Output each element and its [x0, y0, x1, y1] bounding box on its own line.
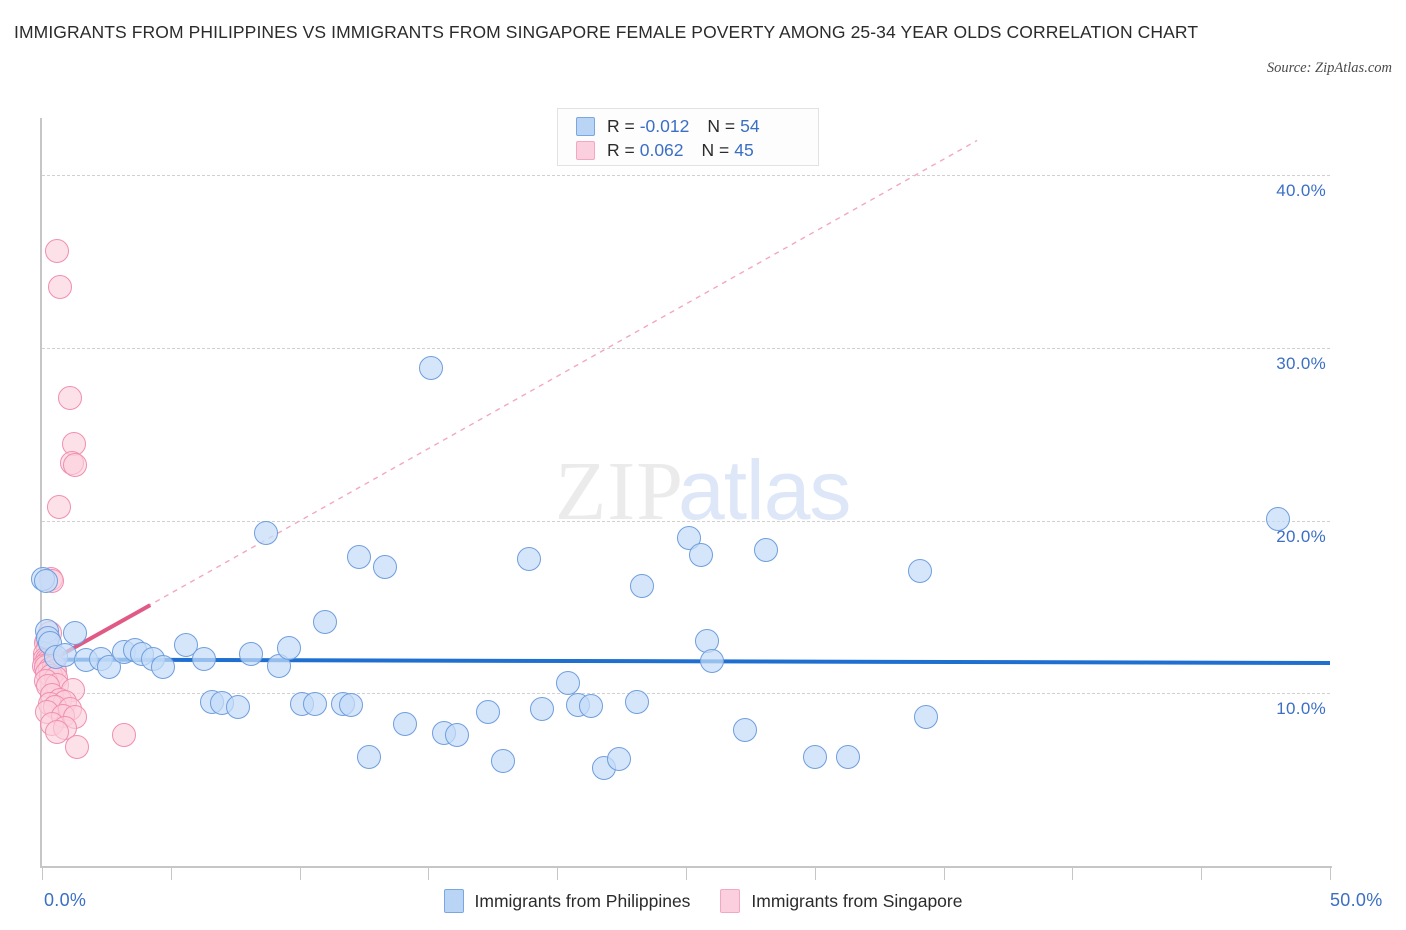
y-axis-label-30: 30.0% — [1276, 353, 1326, 373]
gridline-40 — [42, 175, 1330, 176]
series-legend-item-singapore[interactable]: Immigrants from Singapore — [720, 889, 962, 913]
data-point-philippines-52[interactable] — [733, 717, 758, 742]
data-point-philippines-32[interactable] — [372, 555, 397, 580]
n-label-singapore: N = — [701, 139, 730, 160]
series-legend-item-philippines[interactable]: Immigrants from Philippines — [443, 889, 691, 913]
gridline-10 — [42, 693, 1330, 695]
data-point-philippines-56[interactable] — [908, 558, 933, 583]
data-point-philippines-34[interactable] — [418, 356, 443, 381]
data-point-philippines-41[interactable] — [555, 670, 580, 695]
correlation-stats-legend: R = -0.012 N = 54 R = 0.062 N = 45 — [557, 108, 819, 166]
gridline-30 — [42, 347, 1330, 349]
x-tick-15 — [428, 866, 430, 880]
data-point-philippines-46[interactable] — [625, 689, 650, 714]
data-point-philippines-33[interactable] — [393, 712, 418, 737]
x-axis-max-label: 50.0% — [1330, 890, 1383, 910]
page-title: IMMIGRANTS FROM PHILIPPINES VS IMMIGRANT… — [14, 22, 1199, 42]
data-point-philippines-57[interactable] — [913, 705, 938, 730]
x-tick-25 — [686, 866, 687, 880]
data-point-philippines-24[interactable] — [277, 636, 302, 661]
data-point-philippines-10[interactable] — [96, 655, 121, 680]
data-point-philippines-22[interactable] — [254, 520, 279, 545]
data-point-philippines-38[interactable] — [491, 748, 516, 773]
data-point-philippines-43[interactable] — [578, 694, 603, 719]
data-point-philippines-29[interactable] — [339, 693, 364, 718]
x-tick-10 — [299, 866, 301, 880]
plot-background — [42, 118, 1330, 866]
data-point-philippines-17[interactable] — [192, 646, 217, 671]
data-point-philippines-49[interactable] — [689, 543, 714, 568]
data-point-philippines-1[interactable] — [33, 568, 58, 593]
data-point-philippines-20[interactable] — [225, 695, 250, 720]
data-point-singapore-2[interactable] — [58, 385, 83, 410]
x-tick-35 — [943, 866, 945, 880]
series-legend: Immigrants from Philippines Immigrants f… — [0, 884, 1406, 918]
data-point-philippines-45[interactable] — [607, 746, 632, 771]
y-axis-title: Female Poverty Among 25-34 Year Olds — [4, 0, 30, 144]
x-axis-min-label: 0.0% — [44, 890, 87, 910]
data-point-philippines-30[interactable] — [346, 544, 371, 569]
chart-header: IMMIGRANTS FROM PHILIPPINES VS IMMIGRANT… — [0, 0, 1406, 95]
data-point-philippines-55[interactable] — [836, 745, 861, 770]
series-label-philippines: Immigrants from Philippines — [474, 890, 691, 911]
data-point-philippines-27[interactable] — [313, 610, 338, 635]
stats-row-philippines: R = -0.012 N = 54 — [558, 114, 818, 138]
x-tick-50 — [1330, 866, 1331, 880]
y-axis-label-20: 20.0% — [1276, 526, 1326, 546]
legend-swatch-philippines — [576, 116, 595, 136]
r-label-philippines: R = — [607, 115, 635, 136]
data-point-philippines-58[interactable] — [1266, 506, 1291, 531]
r-label-singapore: R = — [607, 139, 635, 160]
data-point-philippines-15[interactable] — [151, 655, 176, 680]
x-tick-40 — [1072, 866, 1074, 880]
series-swatch-singapore — [720, 889, 741, 913]
r-value-philippines: -0.012 — [639, 115, 690, 136]
r-value-singapore: 0.062 — [639, 139, 684, 160]
series-label-singapore: Immigrants from Singapore — [751, 890, 963, 911]
y-axis-line — [40, 118, 42, 866]
y-axis-label-10: 10.0% — [1276, 699, 1326, 719]
x-tick-45 — [1201, 866, 1203, 880]
n-value-philippines: 54 — [740, 115, 760, 136]
n-label-philippines: N = — [707, 115, 736, 136]
x-tick-20 — [557, 866, 559, 880]
data-point-philippines-6[interactable] — [53, 643, 78, 668]
x-tick-5 — [170, 866, 172, 880]
y-axis-label-40: 40.0% — [1276, 181, 1326, 200]
stats-row-singapore: R = 0.062 N = 45 — [558, 138, 818, 162]
data-point-philippines-47[interactable] — [630, 574, 655, 599]
data-point-singapore-5[interactable] — [63, 453, 88, 478]
legend-swatch-singapore — [576, 140, 595, 160]
data-point-philippines-31[interactable] — [357, 745, 382, 770]
data-point-philippines-7[interactable] — [63, 620, 88, 645]
series-swatch-philippines — [443, 889, 464, 913]
data-point-philippines-21[interactable] — [238, 641, 263, 666]
data-point-philippines-36[interactable] — [444, 722, 469, 747]
data-point-singapore-43[interactable] — [112, 722, 137, 747]
source-label: Source: ZipAtlas.com — [1266, 60, 1392, 76]
y-axis-title-text: Female Poverty Among 25-34 Year Olds — [4, 0, 30, 144]
data-point-singapore-0[interactable] — [45, 239, 70, 264]
data-point-philippines-39[interactable] — [516, 546, 541, 571]
x-tick-0 — [42, 866, 43, 880]
x-tick-30 — [814, 866, 816, 880]
n-value-singapore: 45 — [734, 139, 754, 160]
data-point-philippines-53[interactable] — [753, 537, 778, 562]
scatter-plot-area: 10.0% 20.0% 30.0% 40.0% — [31, 118, 1332, 880]
data-point-singapore-6[interactable] — [46, 494, 71, 519]
data-point-philippines-54[interactable] — [802, 745, 827, 770]
data-point-philippines-37[interactable] — [475, 700, 500, 725]
data-point-singapore-44[interactable] — [64, 734, 89, 759]
data-point-singapore-1[interactable] — [48, 275, 73, 300]
data-point-philippines-26[interactable] — [303, 692, 328, 717]
data-point-philippines-51[interactable] — [699, 649, 724, 674]
data-point-philippines-40[interactable] — [529, 696, 554, 721]
gridline-20 — [42, 520, 1330, 522]
